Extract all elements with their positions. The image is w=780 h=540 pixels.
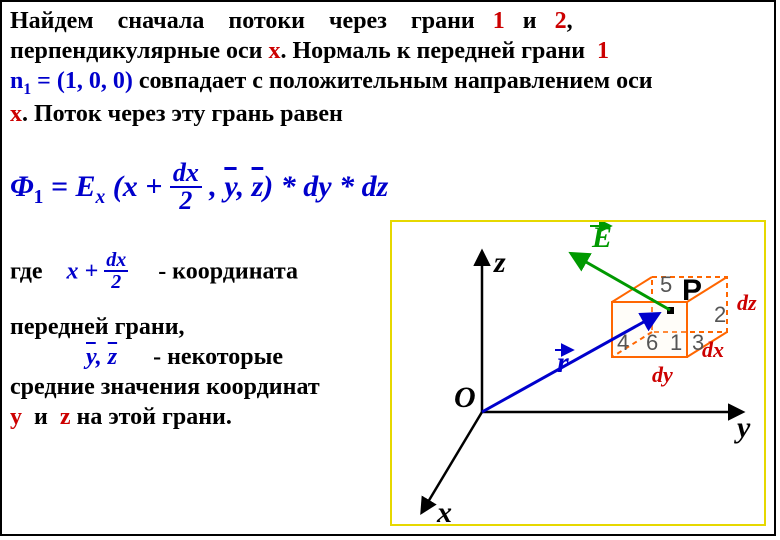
lbl-dz: dz xyxy=(737,290,757,315)
lbl-dx: dx xyxy=(702,337,724,362)
formula-flux: Φ1 = Ex (x + dx2 , y, z) * dy * dz xyxy=(10,162,388,216)
ex-sub: x xyxy=(96,187,106,208)
gde: где xyxy=(10,259,61,285)
al: и xyxy=(22,404,60,430)
paragraph-left: где x + dx2 - координата передней грани,… xyxy=(10,252,380,432)
diagram: z y x O E r P dx dy dz 1 2 3 4 5 6 xyxy=(390,220,766,526)
lbl-x: x xyxy=(436,496,452,524)
yb2: y xyxy=(86,344,96,370)
axis-x: x xyxy=(269,38,281,64)
lbl-dy: dy xyxy=(652,362,673,387)
num: dx xyxy=(170,160,202,188)
c2: , xyxy=(96,344,108,370)
ng: на этой грани. xyxy=(70,404,231,430)
page: Найдем сначала потоки через грани 1 и 2,… xyxy=(0,0,776,536)
den: 2 xyxy=(170,188,202,214)
yy: y xyxy=(10,404,22,430)
pg: передней грани, xyxy=(10,312,380,342)
n: dx xyxy=(104,250,128,272)
frac-dx2: dx2 xyxy=(170,160,202,214)
phi-sub: 1 xyxy=(34,187,44,208)
lbl-f1: 1 xyxy=(670,330,682,355)
eq: = E xyxy=(43,170,95,203)
ybar: y xyxy=(224,170,236,203)
vector-r xyxy=(482,314,658,412)
t: перпендикулярные оси xyxy=(10,38,269,64)
lbl-r: r xyxy=(557,346,569,379)
t: . Поток через эту грань равен xyxy=(22,101,343,127)
lbl-o: O xyxy=(454,381,476,414)
t: Найдем сначала потоки через грани xyxy=(10,8,493,34)
num-1: 1 xyxy=(493,8,505,34)
t: совпадает с положительным направлением о… xyxy=(133,68,653,94)
lbl-f6: 6 xyxy=(646,330,658,355)
lbl-y: y xyxy=(734,411,751,444)
xplus: x + xyxy=(67,259,105,285)
t: и xyxy=(505,8,555,34)
mid: , xyxy=(202,170,225,203)
rpar: ) * dy * dz xyxy=(263,170,388,203)
axis-x2: x xyxy=(10,101,22,127)
coord: - координата xyxy=(134,259,298,285)
n1-vec: = (1, 0, 0) xyxy=(31,68,133,94)
n1: n xyxy=(10,68,23,94)
zb2: z xyxy=(108,344,117,370)
lbl-f5: 5 xyxy=(660,272,672,297)
num-2: 2 xyxy=(555,8,567,34)
cm: , xyxy=(237,170,252,203)
nekot: - некоторые xyxy=(123,344,283,370)
lbl-z: z xyxy=(493,246,506,279)
zz: z xyxy=(60,404,71,430)
t: . Нормаль к передней грани xyxy=(281,38,598,64)
sr: средние значения координат xyxy=(10,372,380,402)
paragraph-top: Найдем сначала потоки через грани 1 и 2,… xyxy=(10,6,770,129)
zbar: z xyxy=(252,170,264,203)
lpar: (x + xyxy=(105,170,170,203)
lbl-f3: 3 xyxy=(692,330,704,355)
n1-sub: 1 xyxy=(23,81,31,98)
lbl-f2: 2 xyxy=(714,302,726,327)
lbl-f4: 4 xyxy=(617,330,629,355)
sfrac: dx2 xyxy=(104,250,128,292)
phi: Φ xyxy=(10,170,34,203)
d: 2 xyxy=(104,272,128,292)
num-1b: 1 xyxy=(597,38,609,64)
diagram-svg: z y x O E r P dx dy dz 1 2 3 4 5 6 xyxy=(392,222,764,524)
t: , xyxy=(567,8,573,34)
lbl-p: P xyxy=(682,274,702,307)
lbl-e: E xyxy=(591,222,612,254)
